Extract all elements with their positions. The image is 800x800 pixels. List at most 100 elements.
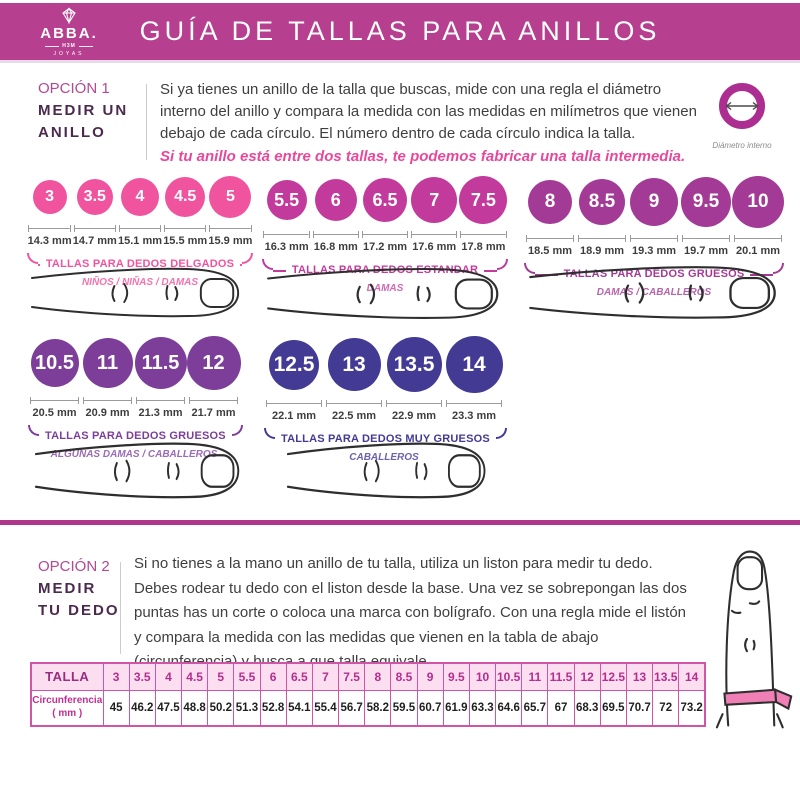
diameter-ruler [135, 397, 186, 404]
table-size-cell: 5.5 [233, 662, 261, 691]
diameter-ruler [525, 235, 575, 242]
diameter-label: 20.1 mm [735, 245, 781, 257]
size-column: 7 17.6 mm [410, 174, 459, 253]
size-circle: 4.5 [165, 177, 206, 217]
diameter-label: 18.5 mm [527, 245, 573, 257]
diameter-ruler [361, 231, 409, 238]
size-column: 4.5 15.5 mm [163, 174, 208, 247]
header: ABBA. H3M JOYAS GUÍA DE TALLAS PARA ANIL… [0, 3, 800, 63]
brace-line [240, 264, 242, 266]
size-column: 8.5 18.9 mm [576, 174, 628, 257]
diameter-ruler [209, 225, 252, 232]
table-circumference-cell: 59.5 [390, 689, 418, 727]
option2-body: Si no tienes a la mano un anillo de tu t… [134, 555, 687, 670]
table-circumference-cell: 61.9 [442, 689, 470, 727]
table-size-cell: 3.5 [128, 662, 156, 691]
diamond-icon [62, 7, 76, 24]
diameter-label: 17.8 mm [461, 241, 506, 253]
group-sublabel: DAMAS / CABALLEROS [596, 287, 712, 298]
size-circle: 5 [209, 176, 252, 218]
size-column: 8 18.5 mm [524, 174, 576, 257]
table-size-cell: 9.5 [442, 662, 470, 691]
vertical-divider [120, 562, 121, 654]
diameter-ruler [73, 225, 117, 232]
table-circumference-cell: 46.2 [128, 689, 156, 727]
diameter-ruler [29, 397, 80, 404]
table-size-cell: 4 [154, 662, 183, 691]
table-circumference-cell: 50.2 [207, 689, 235, 727]
size-circle: 11 [82, 338, 133, 388]
size-table: TALLA 3 3.5 4 4.5 5 5.5 6 6.5 7 7.5 8 8.5 9 9.5 10 10.5 1… [30, 662, 706, 727]
size-column: 11 20.9 mm [81, 334, 134, 419]
table-circumference-cell: 63.3 [468, 689, 497, 727]
size-circle: 3 [32, 180, 67, 214]
table-size-cell: 7 [311, 662, 340, 691]
table-circumference-cell: 67 [547, 689, 575, 727]
table-circumference-cell: 68.3 [573, 689, 601, 727]
diameter-label: 21.3 mm [138, 407, 183, 419]
finger-illustration [30, 267, 240, 318]
diameter-ruler [118, 225, 162, 232]
diameter-label: 16.3 mm [264, 241, 309, 253]
table-size-cell: 7.5 [338, 662, 366, 691]
brand-tagline: JOYAS [53, 51, 85, 57]
group-sublabel: CABALLEROS [349, 452, 419, 463]
table-size-cell: 11.5 [547, 662, 575, 691]
table-size-cell: 12.5 [599, 662, 627, 691]
size-circle: 11.5 [134, 337, 187, 389]
table-size-cell: 12 [573, 662, 601, 691]
ring-diameter-icon [719, 83, 765, 129]
diameter-ruler [263, 231, 310, 238]
size-column: 12 21.7 mm [186, 334, 241, 419]
divider-line [45, 45, 60, 47]
table-size-cell: 13 [625, 662, 654, 691]
table-circumference-cell: 55.4 [311, 689, 340, 727]
brace-hook [262, 259, 273, 270]
table-circumference-cell: 47.5 [154, 689, 183, 727]
finger-with-ribbon-illustration [715, 550, 793, 729]
table-size-cell: 13.5 [652, 662, 680, 691]
size-circle: 10.5 [30, 339, 79, 387]
size-column: 3.5 14.7 mm [72, 174, 117, 247]
option2-kicker: OPCIÓN 2 [38, 558, 110, 575]
table-size-cell: 3 [102, 662, 130, 691]
size-column: 9 19.3 mm [628, 174, 680, 257]
group-sublabel: ALGUNAS DAMAS / CABALLEROS [50, 449, 218, 460]
option1-heading-block: OPCIÓN 1 MEDIR UN ANILLO [38, 80, 142, 144]
size-column: 7.5 17.8 mm [459, 174, 508, 253]
option2-heading: MEDIR TU DEDO [38, 580, 120, 619]
section-divider [0, 520, 800, 525]
group-label: TALLAS PARA DEDOS MUY GRUESOS [281, 433, 490, 445]
brand-mark-row: H3M [45, 43, 93, 49]
diameter-label: 21.7 mm [191, 407, 236, 419]
diameter-ruler [460, 231, 507, 238]
finger-illustration [286, 442, 486, 499]
size-circle: 4 [121, 178, 159, 216]
table-row-label-circunferencia: Circunferencia( mm ) [30, 689, 104, 727]
brand-mark: H3M [62, 43, 76, 49]
diameter-label: 20.9 mm [85, 407, 130, 419]
size-column: 13.5 22.9 mm [384, 334, 444, 422]
diameter-ruler [445, 400, 503, 407]
table-size-cell: 4.5 [181, 662, 209, 691]
divider-line [78, 45, 93, 47]
diameter-ruler [325, 400, 383, 407]
diameter-ruler [82, 397, 133, 404]
group-label: TALLAS PARA DEDOS DELGADOS [45, 258, 235, 270]
diameter-ruler [385, 400, 443, 407]
size-column: 10.5 20.5 mm [28, 334, 81, 419]
table-circumference-cell: 48.8 [181, 689, 209, 727]
brace-hook [28, 425, 39, 436]
group-sublabel: NIÑOS / NIÑAS / DAMAS [81, 277, 199, 288]
size-group-dedos-gruesos: 8 18.5 mm 8.5 18.9 mm 9 19.3 mm 9.5 19.7 mm 10 20… [524, 174, 784, 298]
table-size-cell: 6.5 [285, 662, 313, 691]
diameter-label: 22.5 mm [331, 410, 377, 422]
table-size-cell: 8.5 [390, 662, 418, 691]
brace-hook [231, 425, 243, 436]
size-column: 6 16.8 mm [311, 174, 360, 253]
size-circle: 10 [732, 176, 784, 228]
size-column: 5 15.9 mm [208, 174, 253, 247]
finger-illustration [34, 442, 240, 499]
size-circle: 12 [186, 336, 241, 390]
diameter-ruler [312, 231, 359, 238]
